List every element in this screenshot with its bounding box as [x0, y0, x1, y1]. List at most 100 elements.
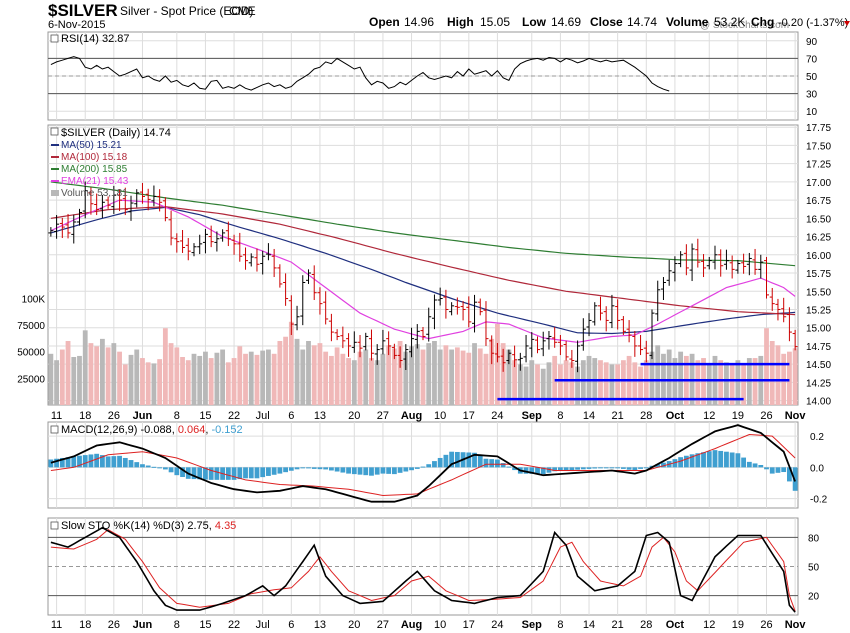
volume-bar: [328, 355, 334, 405]
price-bar: [248, 253, 254, 267]
price-bar: [449, 302, 455, 316]
x-tick-label: 10: [434, 410, 446, 422]
macd-histogram-bar: [317, 467, 323, 470]
macd-histogram-bar: [145, 465, 151, 468]
x-tick-label: 13: [314, 410, 326, 422]
macd-histogram-bar: [254, 467, 260, 479]
x-tick-label: 10: [434, 619, 446, 631]
macd-histogram-bar: [443, 454, 449, 468]
price-bar: [506, 349, 512, 365]
macd-histogram-bar: [191, 467, 197, 480]
price-bar: [718, 249, 724, 277]
symbol-description: Silver - Spot Price (EOD): [120, 4, 253, 18]
price-bar: [420, 326, 426, 341]
price-bar: [649, 309, 655, 360]
macd-histogram-bar: [71, 456, 77, 468]
volume-bar: [489, 338, 495, 405]
rsi-toggle-icon[interactable]: [50, 34, 59, 43]
macd-histogram-bar: [168, 467, 174, 473]
macd-histogram-bar: [346, 467, 351, 474]
volume-bar: [472, 343, 477, 405]
macd-histogram-bar: [380, 467, 386, 474]
price-bar: [99, 195, 105, 218]
macd-histogram-bar: [203, 467, 208, 480]
price-bar: [277, 264, 283, 288]
x-tick-label: Jun: [133, 619, 153, 631]
price-bar: [243, 247, 249, 270]
price-bar: [466, 296, 472, 328]
price-bar: [128, 195, 134, 221]
volume-bar: [363, 349, 369, 405]
volume-bar: [243, 353, 248, 405]
x-tick-label: 15: [199, 410, 211, 422]
x-tick-label: 11: [51, 619, 62, 631]
price-bar: [592, 302, 598, 326]
volume-bar: [718, 360, 724, 405]
price-bar: [735, 259, 741, 274]
volume-bar: [752, 358, 758, 405]
support-lines-layer: [497, 362, 790, 401]
macd-histogram-bar: [466, 452, 472, 468]
volume-bar: [678, 351, 684, 405]
macd-histogram-bar: [523, 467, 529, 474]
volume-bar: [220, 349, 226, 405]
x-tick-label: 21: [612, 410, 624, 422]
price-tick-label: 15.75: [806, 269, 831, 280]
volume-bar: [225, 362, 231, 405]
volume-bar: [254, 354, 260, 405]
price-bar: [323, 291, 329, 325]
macd-histogram-bar: [477, 455, 483, 468]
price-bar: [706, 256, 712, 270]
volume-bar: [432, 341, 437, 405]
price-bar: [340, 326, 346, 349]
price-bar: [157, 189, 163, 212]
volume-bar: [374, 360, 380, 405]
volume-bar: [649, 351, 655, 405]
volume-bar: [122, 364, 128, 405]
price-bar: [288, 295, 294, 335]
volume-bar: [529, 360, 535, 405]
price-tick-label: 14.00: [806, 397, 831, 408]
volume-bar: [695, 360, 701, 405]
volume-bar: [300, 349, 306, 405]
price-toggle-icon[interactable]: [50, 127, 59, 136]
volume-bar: [117, 351, 122, 405]
price-bar: [71, 214, 77, 244]
price-bar: [54, 215, 60, 239]
price-bar: [374, 344, 380, 365]
volume-label: Volume: [666, 15, 709, 29]
macd-toggle-icon[interactable]: [50, 425, 59, 434]
open-value: 14.96: [404, 15, 434, 29]
exchange-label: CME: [229, 4, 256, 18]
volume-bar: [426, 343, 432, 405]
sto-tick-label: 20: [808, 592, 820, 603]
volume-bar: [134, 349, 140, 405]
macd-histogram-bar: [580, 467, 586, 470]
volume-bar: [191, 353, 197, 405]
macd-histogram-bar: [592, 467, 598, 469]
macd-title: MACD(12,26,9) -0.088, 0.064, -0.152: [61, 424, 243, 436]
price-bar: [483, 301, 489, 346]
price-bar: [174, 233, 180, 253]
macd-histogram-bar: [575, 467, 580, 470]
macd-histogram-bar: [472, 452, 477, 468]
macd-histogram-bar: [111, 456, 117, 468]
macd-histogram-bar: [769, 467, 775, 474]
macd-histogram-bar: [391, 467, 397, 475]
price-tick-label: 17.25: [806, 160, 831, 171]
price-bar: [620, 316, 626, 335]
volume-bar: [237, 346, 243, 405]
volume-bar: [580, 360, 586, 405]
x-tick-label: 26: [760, 619, 772, 631]
price-tick-label: 16.00: [806, 251, 831, 262]
macd-histogram-bar: [105, 456, 111, 468]
macd-histogram-bar: [598, 467, 603, 469]
x-tick-label: 6: [288, 410, 294, 422]
macd-histogram-bar: [59, 457, 65, 468]
sto-toggle-icon[interactable]: [50, 521, 59, 530]
close-value: 14.74: [627, 15, 657, 29]
price-bar: [65, 213, 71, 239]
volume-bar: [701, 358, 706, 405]
price-tick-label: 14.75: [806, 342, 831, 353]
